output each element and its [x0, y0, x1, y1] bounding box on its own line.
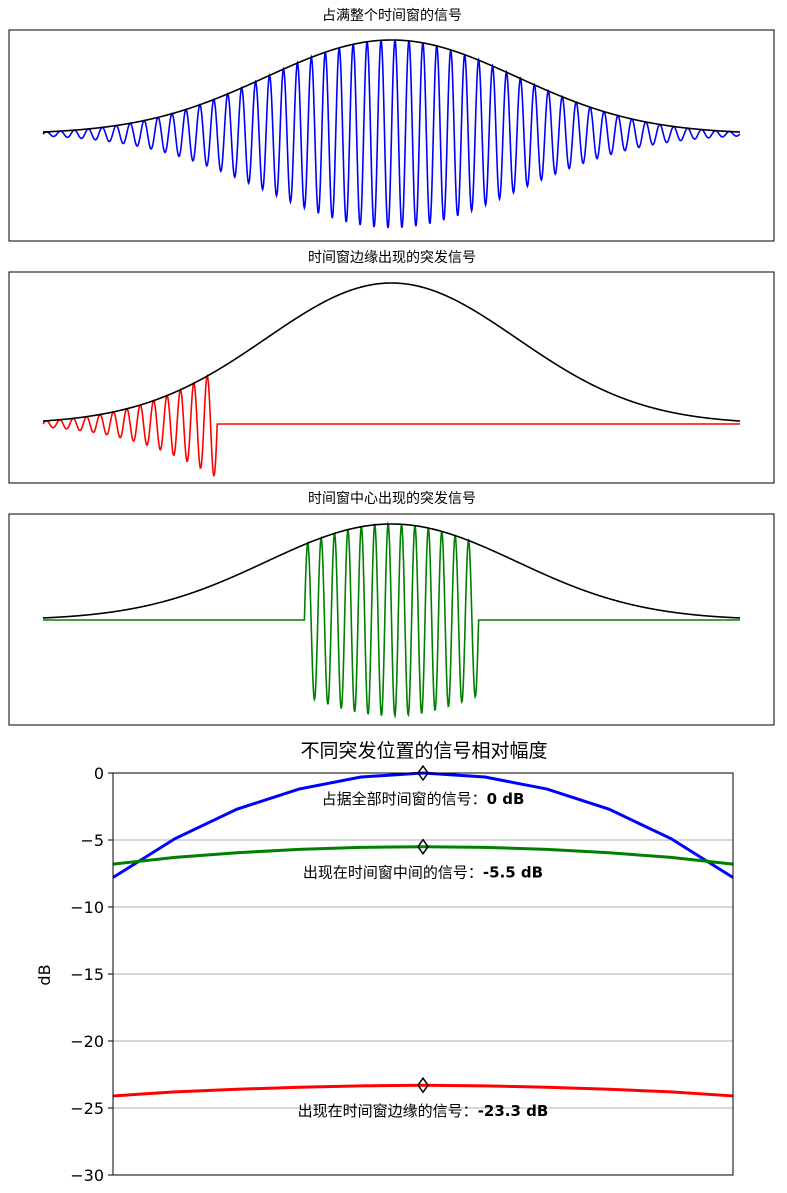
y-tick-label: −5: [80, 831, 104, 850]
diamond-marker: [417, 1076, 429, 1094]
panel-title: 时间窗边缘出现的突发信号: [308, 249, 476, 266]
series-line: [112, 845, 734, 866]
panel-frame: [8, 513, 775, 726]
annotation-label: 出现在时间窗边缘的信号：-23.3 dB: [298, 1102, 549, 1120]
panel-center-burst: 时间窗中心出现的突发信号: [8, 490, 775, 726]
signal-line: [42, 39, 741, 229]
diamond-marker: [417, 838, 429, 855]
series-line: [112, 1083, 734, 1098]
annotation-label: 占据全部时间窗的信号：0 dB: [322, 790, 525, 808]
diamond-marker: [417, 764, 429, 782]
series-lines: [112, 771, 734, 1098]
panel-title: 占满整个时间窗的信号: [322, 7, 462, 24]
panel-edge-burst: 时间窗边缘出现的突发信号: [8, 249, 775, 484]
markers: [417, 764, 429, 1094]
signal-line: [43, 521, 740, 719]
window-envelope-line: [42, 282, 741, 422]
annotation-label: 出现在时间窗中间的信号：-5.5 dB: [303, 864, 543, 882]
chart-title: 不同突发位置的信号相对幅度: [300, 740, 547, 762]
annotations: 占据全部时间窗的信号：0 dB 出现在时间窗中间的信号：-5.5 dB 出现在时间窗…: [298, 790, 549, 1120]
signal-line: [42, 373, 740, 477]
y-tick-label: −25: [70, 1099, 104, 1118]
window-envelope-line: [42, 39, 741, 133]
y-tick-label: −15: [70, 965, 104, 984]
y-tick-label: −10: [70, 898, 104, 917]
y-tick-label: −20: [70, 1032, 104, 1051]
panel-relative-amplitude: 不同突发位置的信号相对幅度 0 −5 −10 −15 −20 −25 −30 dB 占据全部…: [35, 740, 734, 1185]
y-axis-label: dB: [35, 964, 54, 985]
panel-title: 时间窗中心出现的突发信号: [308, 490, 476, 507]
window-envelope-line: [42, 523, 741, 619]
plot-frame: [112, 772, 734, 1176]
panel-frame: [8, 271, 775, 484]
panel-full-window: 占满整个时间窗的信号: [8, 7, 775, 242]
y-tick-label: 0: [94, 764, 104, 783]
series-line: [112, 771, 734, 879]
y-ticks: 0 −5 −10 −15 −20 −25 −30: [70, 764, 113, 1185]
y-tick-label: −30: [70, 1166, 104, 1185]
panel-frame: [8, 29, 775, 242]
